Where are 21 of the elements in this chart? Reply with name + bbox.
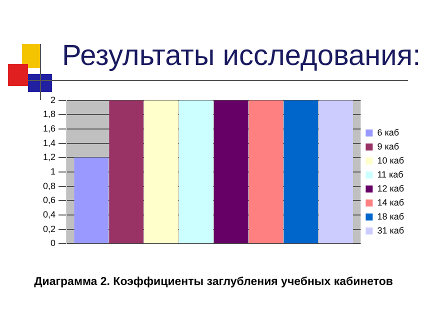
legend-label: 9 каб xyxy=(377,141,400,152)
y-tick-label: 0 xyxy=(50,238,56,248)
y-tick-label: 0,2 xyxy=(42,224,56,234)
y-tick-label: 2 xyxy=(50,94,56,105)
y-tick-label: 0,8 xyxy=(42,180,56,191)
y-tick-label: 1 xyxy=(50,166,56,176)
chart-title: Результаты исследования: xyxy=(62,40,421,73)
y-tick-label: 1,8 xyxy=(42,109,56,120)
text: Диаграмма 2. Коэффициенты заглубления учебных кабинетов xyxy=(33,276,394,288)
y-tick-label: 1,4 xyxy=(42,138,56,148)
legend-label: 18 каб xyxy=(377,211,404,222)
y-tick-label: 0,6 xyxy=(42,195,56,206)
y-tick-label: 1,2 xyxy=(42,152,56,162)
legend-label: 14 каб xyxy=(377,197,404,208)
y-tick-label: 1,6 xyxy=(42,124,56,134)
legend-label: 31 каб xyxy=(377,225,404,236)
legend-label: 6 каб xyxy=(377,127,400,138)
y-tick-label: 0,4 xyxy=(42,209,56,220)
legend-label: 10 каб xyxy=(377,155,404,166)
legend-label: 11 каб xyxy=(377,169,404,180)
legend-label: 12 каб xyxy=(377,183,404,194)
